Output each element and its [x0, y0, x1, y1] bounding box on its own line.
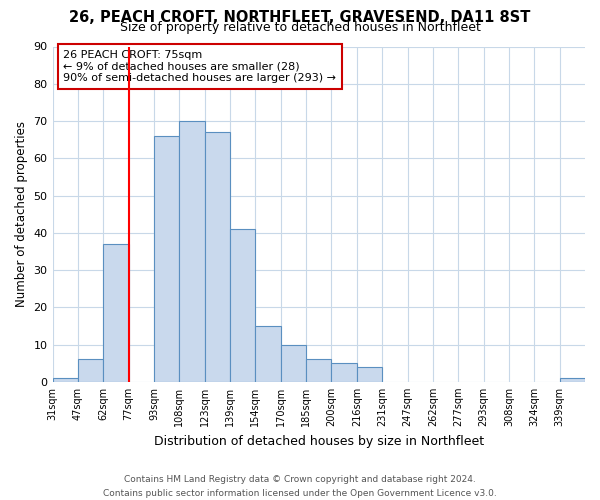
- X-axis label: Distribution of detached houses by size in Northfleet: Distribution of detached houses by size …: [154, 434, 484, 448]
- Bar: [230, 229, 256, 382]
- Bar: [78, 360, 103, 382]
- Text: Size of property relative to detached houses in Northfleet: Size of property relative to detached ho…: [119, 21, 481, 34]
- Bar: [331, 363, 357, 382]
- Bar: [154, 136, 179, 382]
- Bar: [103, 244, 128, 382]
- Text: Contains HM Land Registry data © Crown copyright and database right 2024.
Contai: Contains HM Land Registry data © Crown c…: [103, 476, 497, 498]
- Bar: [179, 121, 205, 382]
- Bar: [205, 132, 230, 382]
- Y-axis label: Number of detached properties: Number of detached properties: [15, 121, 28, 307]
- Bar: [560, 378, 585, 382]
- Text: 26 PEACH CROFT: 75sqm
← 9% of detached houses are smaller (28)
90% of semi-detac: 26 PEACH CROFT: 75sqm ← 9% of detached h…: [63, 50, 336, 83]
- Bar: [256, 326, 281, 382]
- Bar: [306, 360, 331, 382]
- Bar: [53, 378, 78, 382]
- Bar: [281, 344, 306, 382]
- Text: 26, PEACH CROFT, NORTHFLEET, GRAVESEND, DA11 8ST: 26, PEACH CROFT, NORTHFLEET, GRAVESEND, …: [70, 10, 530, 25]
- Bar: [357, 367, 382, 382]
